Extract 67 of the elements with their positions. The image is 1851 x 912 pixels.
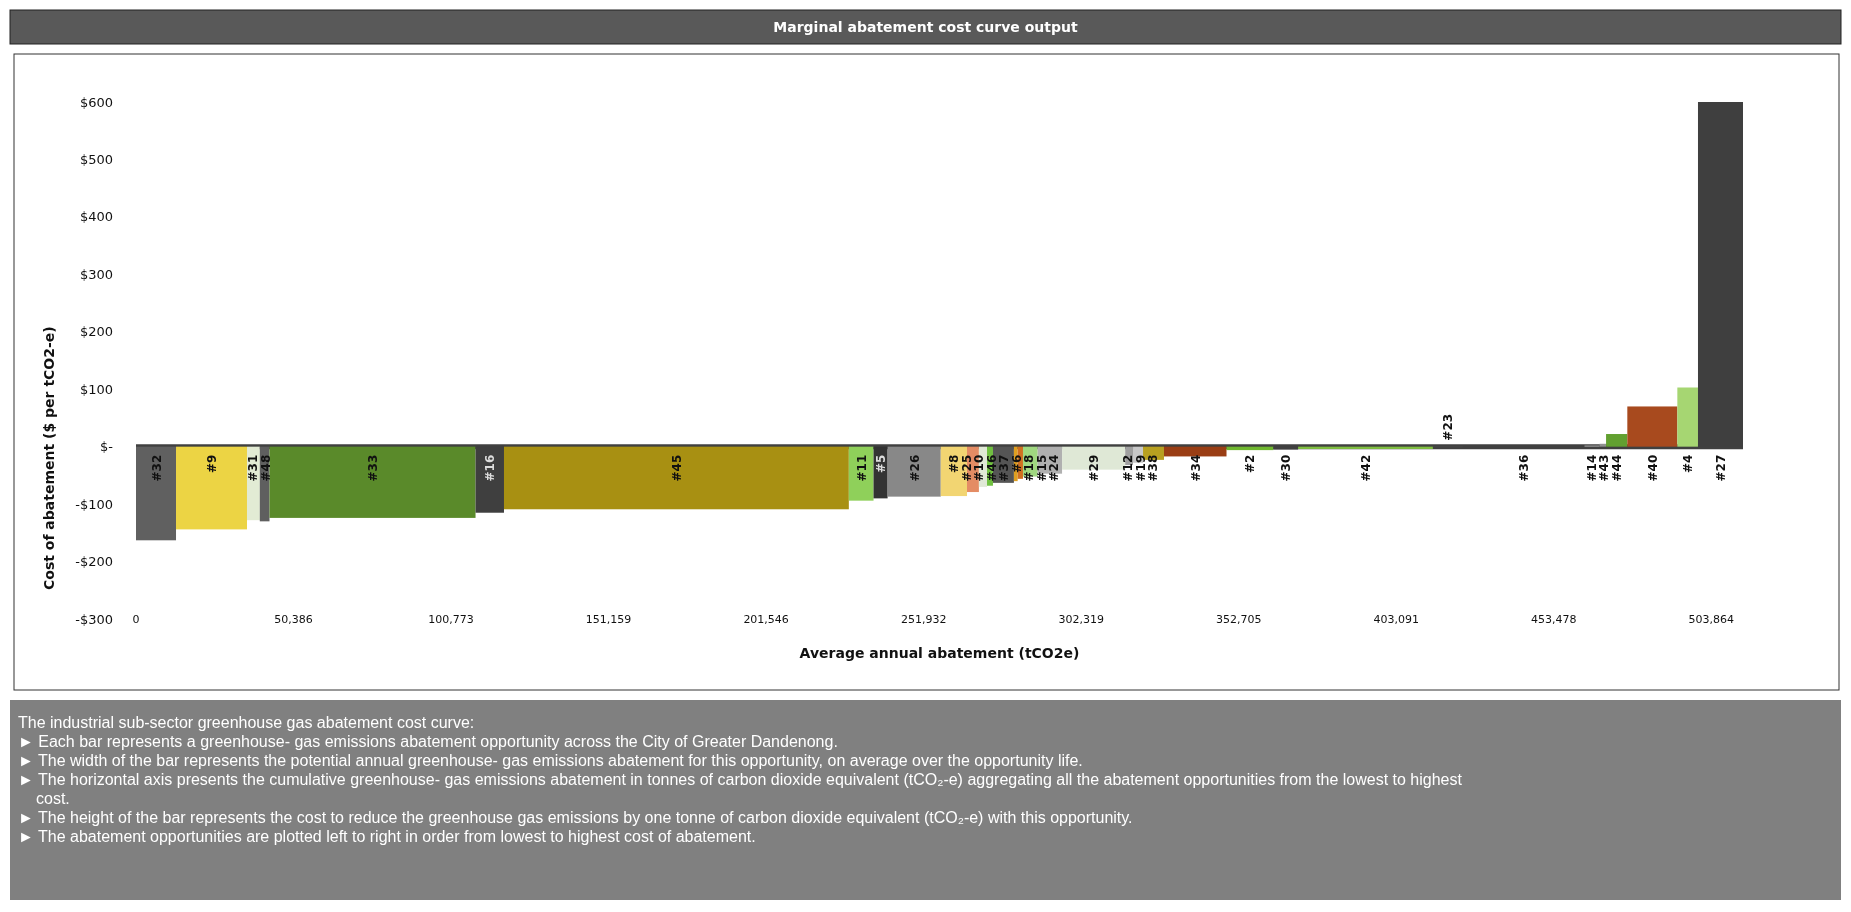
bar: [1677, 387, 1698, 447]
annotation: #37: [997, 454, 1012, 482]
y-tick-label: $300: [79, 266, 113, 282]
x-tick-label: 503,864: [1688, 612, 1735, 626]
text: ► The height of the bar represents the cost to reduce the greenhouse gas emissions by one tonne of carbon dioxide equivalent (tCO₂-e) with this opportunity.: [18, 809, 1133, 826]
annotation: #12: [1121, 454, 1136, 482]
annotation: #43: [1597, 454, 1612, 482]
x-tick-label: 352,705: [1215, 612, 1262, 626]
annotation: #42: [1358, 454, 1373, 482]
annotation: #24: [1047, 454, 1062, 482]
y-tick-label: $400: [79, 209, 113, 225]
x-tick-label: 251,932: [900, 612, 947, 626]
x-axis-title: Average annual abatement (tCO2e): [799, 645, 1080, 661]
x-tick-label: 0: [132, 612, 140, 626]
annotation: #46: [984, 454, 999, 482]
annotation: #6: [1009, 454, 1024, 474]
annotation: #32: [149, 454, 164, 482]
annotation: #23: [1441, 413, 1456, 441]
y-tick-label: -$100: [75, 496, 113, 512]
annotation: #44: [1609, 454, 1624, 482]
annotation: #38: [1146, 454, 1161, 482]
y-tick-label: $500: [79, 151, 113, 167]
annotation: #40: [1645, 454, 1660, 482]
chart-title: Marginal abatement cost curve output: [773, 19, 1078, 35]
annotation: #16: [483, 454, 498, 482]
annotation: #31: [246, 454, 261, 482]
x-tick-label: 151,159: [585, 612, 632, 626]
y-tick-label: $100: [79, 381, 113, 397]
annotation: #26: [907, 454, 922, 482]
annotation: #8: [947, 454, 962, 474]
annotation: #11: [854, 454, 869, 482]
annotation: #34: [1188, 454, 1203, 482]
text: ► The horizontal axis presents the cumulative greenhouse- gas emissions abatement in tonnes of carbon dioxide equivalent (tCO₂-e) aggregating all the abatement opportunities from the lowest to highest cost.: [18, 771, 1463, 807]
annotation: #30: [1279, 454, 1294, 482]
text: The industrial sub-sector greenhouse gas abatement cost curve:: [18, 714, 475, 731]
annotation: #4: [1681, 454, 1696, 474]
y-tick-label: -$300: [75, 611, 113, 627]
text: ► Each bar represents a greenhouse- gas emissions abatement opportunity across the City of Greater Dandenong.: [18, 733, 838, 750]
annotation: #19: [1133, 454, 1148, 482]
bar: [1606, 434, 1628, 447]
x-tick-label: 403,091: [1373, 612, 1419, 626]
annotation: #5: [874, 454, 889, 474]
annotation: #45: [669, 454, 684, 482]
y-axis-title: Cost of abatement ($ per tCO2-e): [41, 326, 57, 591]
x-tick-label: 453,478: [1531, 612, 1577, 626]
y-tick-label: $-: [100, 439, 114, 455]
annotation: #48: [258, 454, 273, 482]
text: ► The abatement opportunities are plotted left to right in order from lowest to highest cost of abatement.: [18, 828, 756, 845]
annotation: #15: [1034, 454, 1049, 482]
annotation: #14: [1584, 454, 1599, 482]
annotation: #18: [1022, 454, 1037, 482]
annotation: #29: [1087, 454, 1102, 482]
y-tick-label: $600: [79, 94, 113, 110]
y-tick-label: $200: [79, 324, 113, 340]
annotation: #25: [959, 454, 974, 482]
annotation: #9: [205, 454, 219, 474]
annotation: #2: [1243, 454, 1258, 474]
x-tick-label: 50,386: [274, 612, 313, 626]
annotation: #33: [366, 454, 381, 482]
text: ► The width of the bar represents the potential annual greenhouse- gas emissions abatement for this opportunity, on average over the opportunity life.: [18, 752, 1083, 769]
annotation: #27: [1713, 454, 1728, 482]
y-tick-label: -$200: [75, 554, 113, 570]
x-tick-label: 201,546: [743, 612, 789, 626]
annotation: #10: [972, 454, 987, 482]
x-tick-label: 302,319: [1058, 612, 1104, 626]
annotation: #36: [1517, 454, 1532, 482]
x-tick-label: 100,773: [428, 612, 474, 626]
